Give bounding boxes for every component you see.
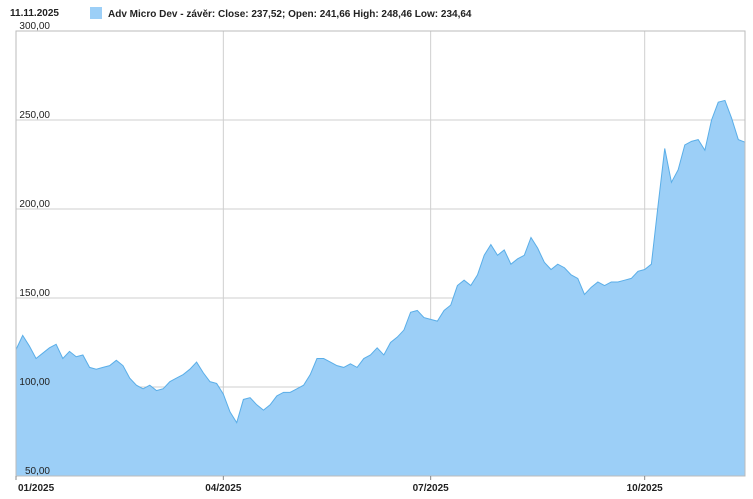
area-line xyxy=(15,99,746,424)
x-tick-label: 07/2025 xyxy=(413,483,450,494)
y-tick-label: 100,00 xyxy=(19,377,50,388)
y-tick-label: 250,00 xyxy=(19,110,50,121)
y-tick-label: 50,00 xyxy=(25,466,50,477)
area xyxy=(16,100,745,477)
legend-label: Adv Micro Dev - závěr: Close: 237,52; Op… xyxy=(108,9,472,20)
x-tick-label: 04/2025 xyxy=(205,483,242,494)
y-tick-label: 150,00 xyxy=(19,288,50,299)
y-tick-label: 300,00 xyxy=(19,21,50,32)
legend-swatch xyxy=(90,7,102,19)
y-tick-label: 200,00 xyxy=(19,199,50,210)
plot-frame xyxy=(15,30,746,477)
date-label: 11.11.2025 xyxy=(10,8,59,19)
x-tick-label: 01/2025 xyxy=(18,483,55,494)
x-tick-label: 10/2025 xyxy=(627,483,664,494)
